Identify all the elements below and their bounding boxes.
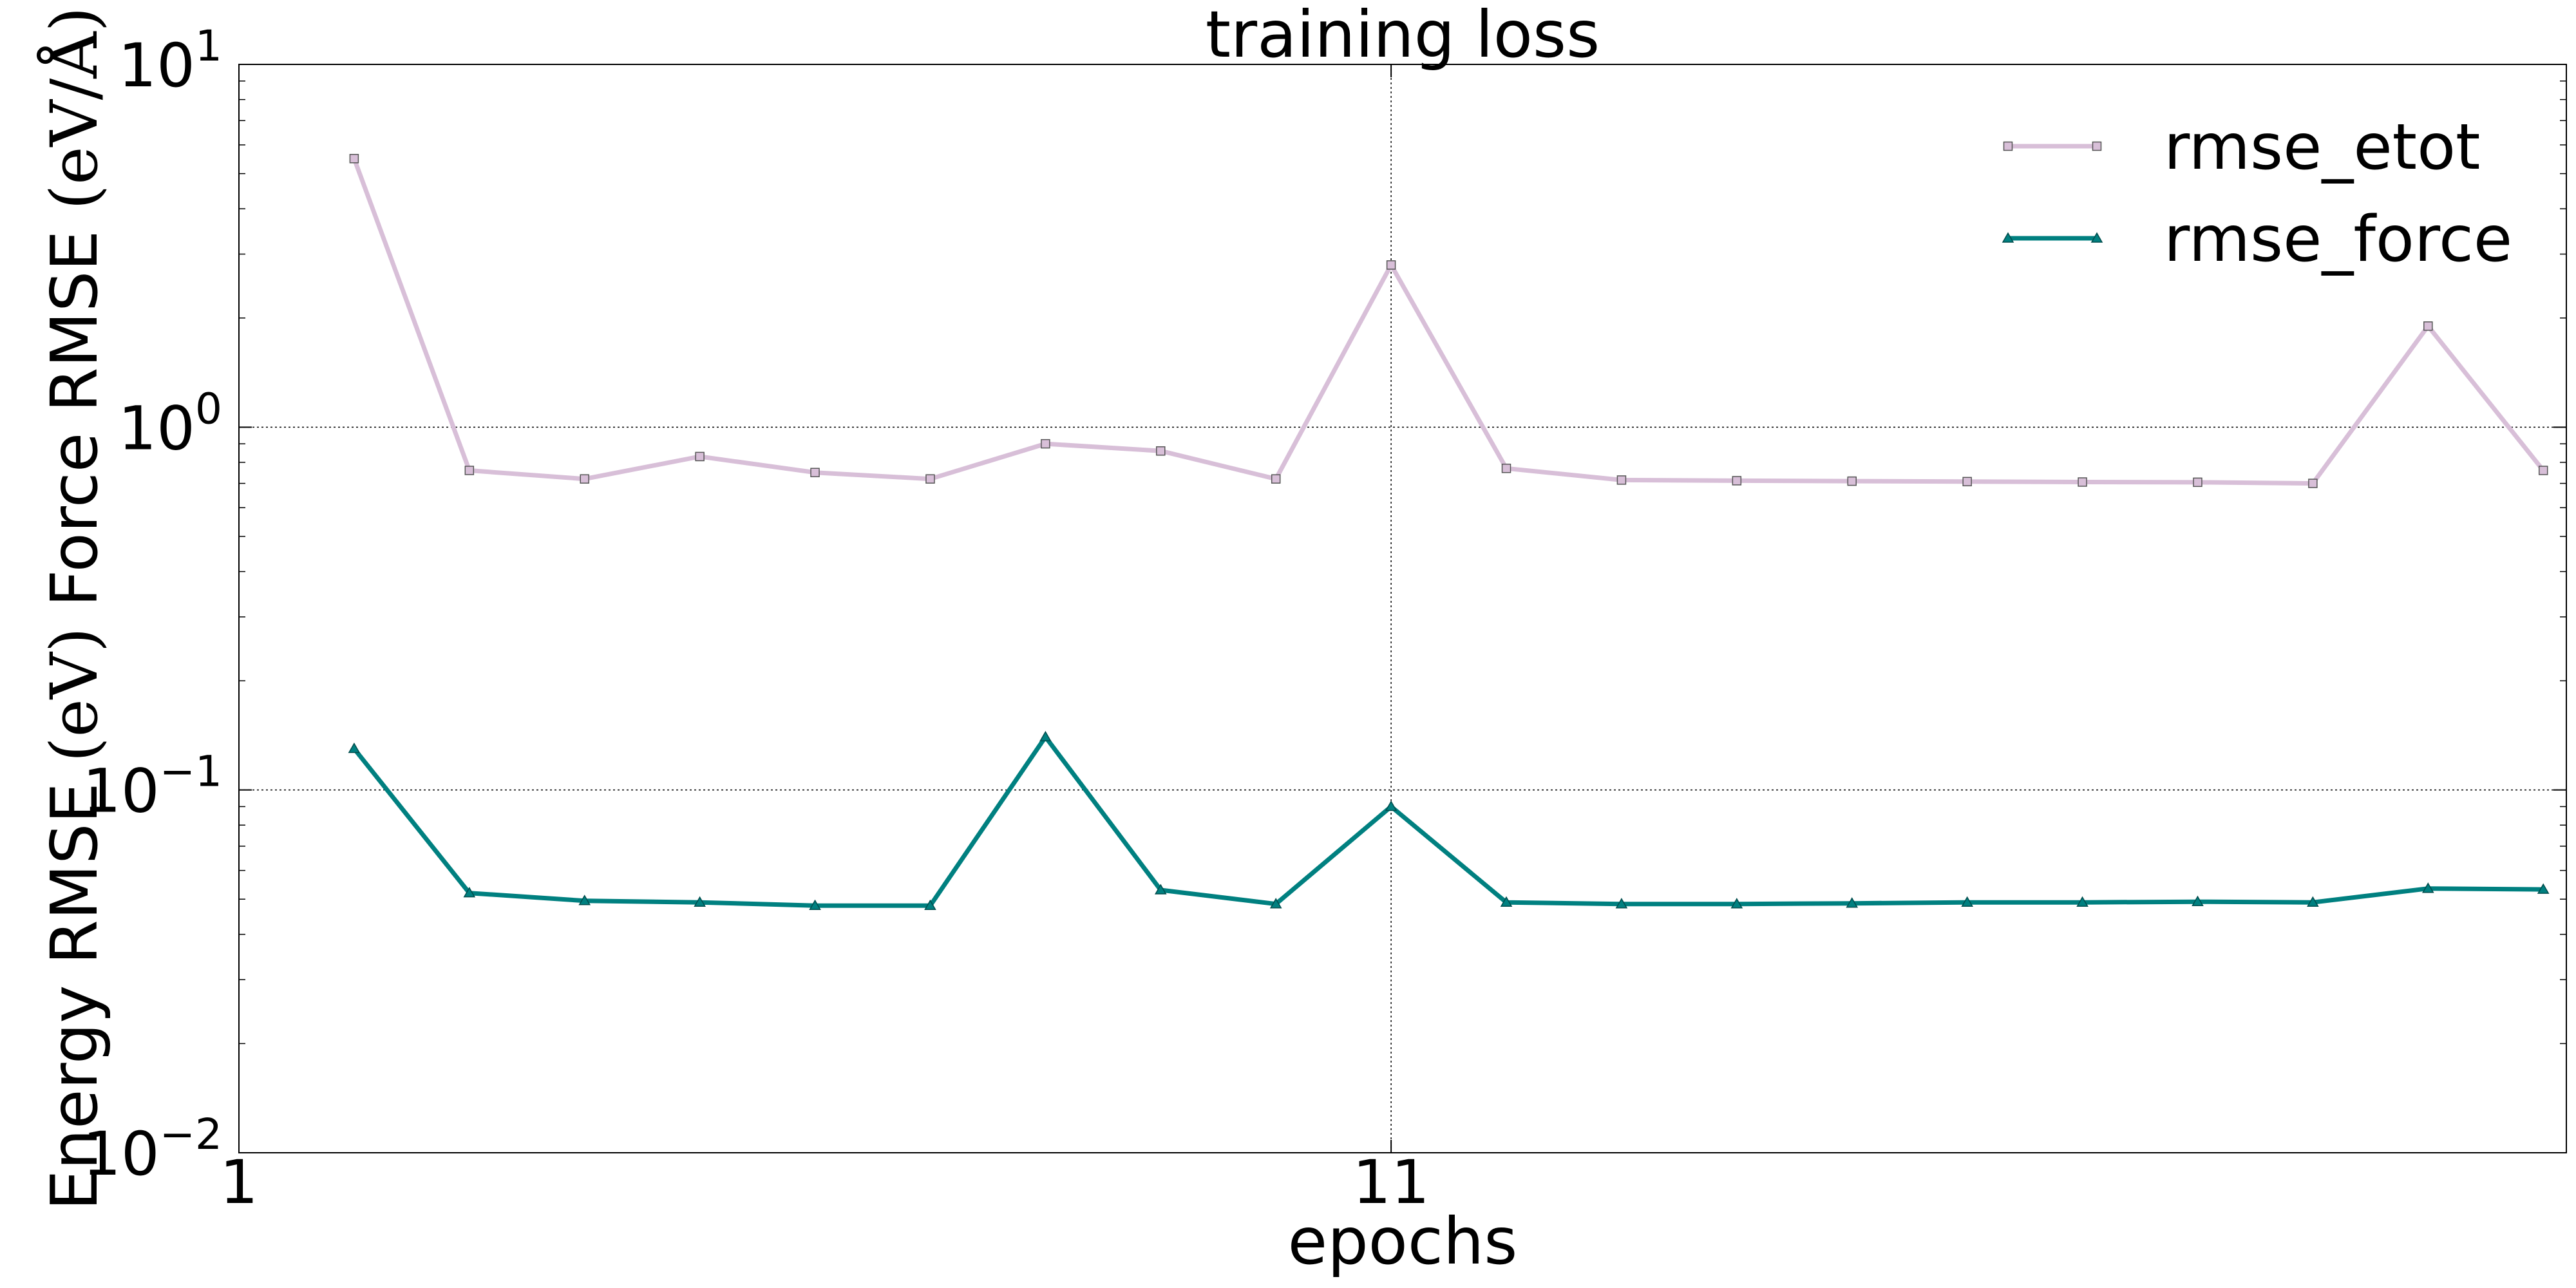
y-axis: 10−2 10−1 100 101 [82,21,2566,1189]
data-point [1846,897,1859,908]
y-tick-label: 10−1 [82,747,222,827]
data-point [1154,884,1167,895]
data-point [1041,439,1050,449]
y-tick-label: 101 [118,21,222,101]
data-point [924,899,936,910]
grid [239,64,2566,1153]
data-point [1961,896,1973,907]
data-point [1271,474,1281,484]
x-tick-label: 11 [1352,1148,1430,1218]
y-label-force-unit: (eV/Å) [37,6,112,209]
x-axis: 1 11 [220,64,1430,1218]
data-point [1156,446,1166,456]
data-point [580,474,589,484]
data-point [1616,475,1627,485]
data-point [349,154,359,164]
data-point [2076,896,2088,907]
data-point [1501,464,1511,473]
plot-area [238,64,2567,1153]
y-label-energy-unit: (eV) [37,627,112,762]
y-tick-label: 100 [118,384,222,464]
data-point [1962,477,1972,487]
data-point [1732,476,1742,486]
data-point [2423,321,2433,331]
legend-marker [2002,232,2014,243]
series-layer [348,154,2550,910]
data-point [1385,800,1397,811]
data-point [464,466,475,475]
y-tick-label: 10−2 [82,1110,222,1189]
data-point [2078,477,2087,487]
data-point [578,895,591,905]
data-point [463,887,476,898]
legend-item: rmse_force [2002,203,2512,276]
series-rmse-etot [349,154,2548,488]
legend-marker [2003,141,2013,151]
data-point [694,896,706,907]
data-point [348,742,361,753]
x-axis-label: epochs [1288,1204,1518,1279]
data-point [2537,883,2550,894]
y-label-force: Force RMSE [37,210,112,627]
series-line [352,158,2545,486]
legend-marker [2092,141,2102,151]
legend: rmse_etot rmse_force [2002,111,2512,276]
data-point [1730,898,1743,909]
data-point [695,451,705,462]
data-point [810,468,820,477]
data-point [2308,478,2318,488]
legend-marker [2090,232,2103,243]
series-rmse-force [348,730,2550,910]
data-point [2422,882,2434,893]
data-point [2538,466,2548,475]
data-point [925,474,935,484]
y-label-energy: Energy RMSE [37,762,112,1211]
data-point [809,899,821,910]
data-point [2192,895,2204,906]
data-point [1039,730,1052,742]
legend-item: rmse_etot [2003,111,2480,184]
data-point [1269,898,1282,909]
data-point [1615,898,1628,909]
data-point [2193,477,2202,488]
data-point [1500,896,1513,907]
x-tick-label: 1 [220,1148,258,1218]
legend-label: rmse_etot [2164,111,2480,184]
data-point [1847,476,1857,486]
series-line [352,734,2544,908]
legend-label: rmse_force [2164,203,2512,276]
chart-title: training loss [1206,0,1600,72]
data-point [1386,260,1396,270]
data-point [2307,896,2319,907]
y-axis-label: Energy RMSE (eV) Force RMSE (eV/Å) [37,6,112,1210]
